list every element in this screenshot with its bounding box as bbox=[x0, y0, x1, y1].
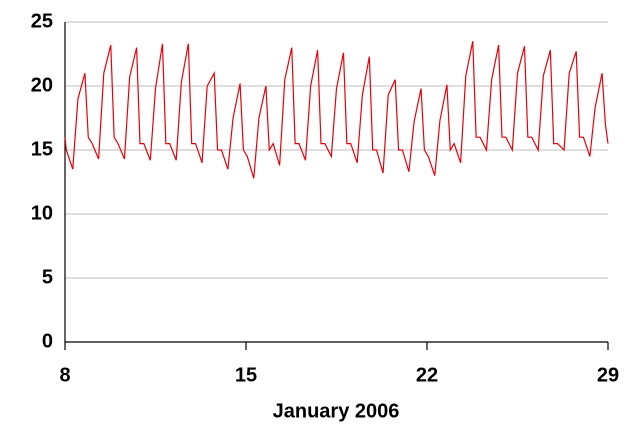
y-tick-label: 0 bbox=[42, 330, 53, 352]
y-tick-label: 25 bbox=[31, 10, 53, 32]
y-tick-label: 10 bbox=[31, 202, 53, 224]
x-tick-label: 8 bbox=[59, 364, 70, 386]
x-axis-label: January 2006 bbox=[273, 400, 400, 422]
y-tick-label: 5 bbox=[42, 266, 53, 288]
data-line bbox=[64, 41, 609, 179]
y-tick-label: 20 bbox=[31, 74, 53, 96]
x-tick-label: 15 bbox=[235, 364, 257, 386]
y-tick-label: 15 bbox=[31, 138, 53, 160]
x-tick-label: 22 bbox=[416, 364, 438, 386]
x-tick-label: 29 bbox=[597, 364, 619, 386]
